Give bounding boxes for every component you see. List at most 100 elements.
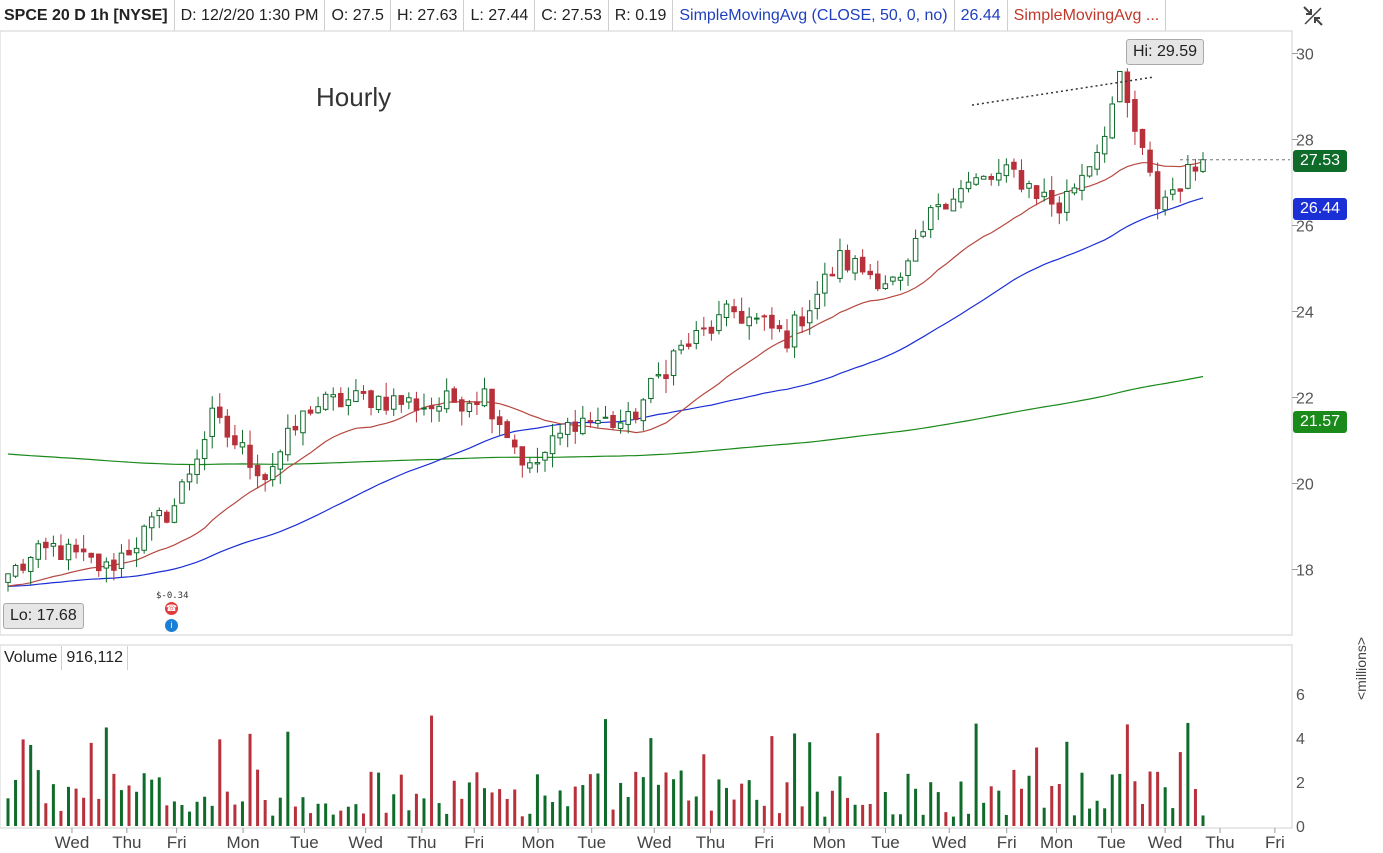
sma20-study-label[interactable]: SimpleMovingAvg ... [1008, 0, 1167, 31]
earnings-icon[interactable]: ☎ [165, 602, 178, 615]
volume-bar [672, 779, 676, 826]
candle-body [406, 397, 412, 403]
candle-body [761, 315, 768, 318]
volume-bar [906, 773, 910, 826]
candle-body [481, 388, 488, 407]
candle-body [769, 314, 775, 329]
candle-body [148, 516, 155, 529]
candle-body [988, 176, 994, 180]
volume-bar [891, 814, 895, 826]
volume-bar [619, 782, 623, 826]
volume-bar [127, 785, 131, 826]
volume-bar [770, 736, 774, 826]
price-panel-frame [0, 30, 1293, 636]
high-label: Hi: 29.59 [1126, 39, 1205, 65]
dividend-icon[interactable]: i [165, 619, 178, 632]
volume-bar [777, 813, 781, 826]
candle-body [73, 544, 79, 553]
candle-body [315, 406, 321, 414]
volume-bar [989, 786, 993, 826]
volume-label[interactable]: Volume [0, 646, 63, 670]
candle-body [648, 377, 654, 399]
volume-bar [1118, 773, 1122, 826]
sma200-badge: 21.57 [1293, 411, 1347, 433]
candle-body [708, 326, 715, 334]
volume-bar [89, 742, 93, 826]
volume-bar [898, 814, 902, 826]
candle-body [1139, 128, 1146, 148]
candle-body [822, 273, 828, 294]
time-tick-label: Wed [637, 833, 672, 852]
sma50-study-label[interactable]: SimpleMovingAvg (CLOSE, 50, 0, no) [673, 0, 955, 31]
volume-bar [339, 810, 343, 826]
candle-body [217, 406, 223, 418]
candle-body [307, 409, 314, 414]
candle-body [746, 316, 752, 327]
time-tick-label: Thu [1205, 833, 1234, 852]
volume-bar [1148, 771, 1152, 826]
volume-bar [649, 738, 653, 826]
close-readout: C: 27.53 [535, 0, 609, 31]
low-label: Lo: 17.68 [3, 603, 84, 629]
volume-bar [1065, 741, 1069, 826]
volume-bar [838, 776, 842, 826]
candle-body [776, 325, 783, 330]
earnings-value: $-0.34 [156, 591, 189, 601]
candle-body [12, 564, 19, 577]
candle-body [701, 327, 707, 330]
candle-body [693, 330, 700, 344]
candle-body [519, 446, 526, 466]
time-tick-label: Wed [348, 833, 383, 852]
volume-bar [1027, 775, 1031, 826]
settings-button[interactable] [1296, 2, 1330, 30]
candle-body [1177, 188, 1184, 192]
volume-bar [437, 803, 441, 826]
time-tick-label: Mon [813, 833, 846, 852]
volume-header: Volume 916,112 [0, 645, 129, 671]
time-tick-label: Thu [407, 833, 436, 852]
volume-bar [414, 793, 418, 826]
volume-bar [21, 739, 25, 826]
candle-body [1026, 183, 1032, 189]
time-tick-label: Fri [167, 833, 187, 852]
volume-bar [551, 802, 555, 826]
volume-bar [263, 799, 267, 826]
candle-body [103, 561, 110, 569]
candle-body [141, 525, 147, 551]
candle-body [678, 344, 684, 351]
volume-bar [293, 806, 297, 826]
candle-body [1056, 202, 1063, 214]
candle-body [164, 511, 170, 523]
candle-body [353, 390, 359, 403]
symbol-label[interactable]: SPCE 20 D 1h [NYSE] [0, 0, 175, 31]
volume-bar [1103, 808, 1107, 826]
volume-bar [157, 777, 161, 826]
volume-bar [528, 813, 532, 826]
volume-bar [278, 797, 282, 826]
sma20-line [7, 161, 1204, 587]
candle-body [996, 172, 1002, 181]
date-readout: D: 12/2/20 1:30 PM [175, 0, 326, 31]
candle-body [111, 559, 117, 571]
candle-body [912, 237, 919, 262]
volume-bar [883, 791, 887, 826]
sma50-study-value: 26.44 [955, 0, 1008, 31]
candle-body [1185, 163, 1191, 189]
volume-tick-label: 2 [1296, 775, 1305, 792]
candle-body [58, 545, 64, 561]
volume-bar [823, 816, 827, 826]
volume-bar [505, 798, 509, 826]
volume-bar [815, 791, 819, 826]
volume-bar [997, 790, 1001, 826]
volume-bar [1201, 815, 1205, 826]
volume-bar [112, 773, 116, 826]
volume-bar [1012, 769, 1016, 826]
candle-body [466, 402, 473, 412]
volume-bar [1140, 804, 1144, 826]
volume-bar [36, 770, 40, 826]
candle-body [133, 547, 140, 554]
high-readout: H: 27.63 [391, 0, 465, 31]
candle-body [5, 573, 11, 583]
volume-bar [755, 799, 759, 826]
